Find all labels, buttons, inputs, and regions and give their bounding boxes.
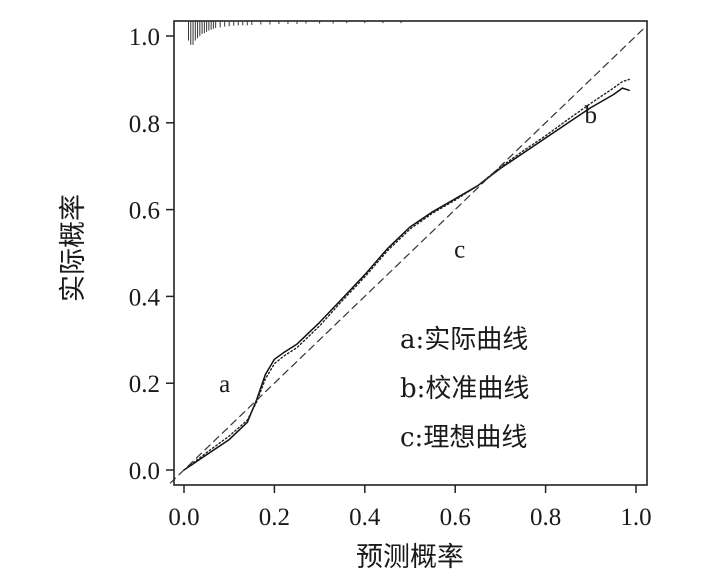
legend-item-c: c:理想曲线 <box>400 423 527 453</box>
y-tick-label-1: 0.2 <box>129 371 160 398</box>
plot-frame <box>173 20 648 486</box>
series-line-bias-corrected <box>183 78 630 471</box>
x-tick-label-1: 0.2 <box>259 504 290 531</box>
legend-item-b: b:校准曲线 <box>400 374 529 404</box>
legend: a:实际曲线 b:校准曲线 c:理想曲线 <box>400 325 529 453</box>
x-tick-label-0: 0.0 <box>168 504 199 531</box>
y-axis-title: 实际概率 <box>58 194 89 302</box>
x-tick-label-4: 0.8 <box>530 504 561 531</box>
rug-marks <box>188 21 402 45</box>
series-line-ideal <box>169 26 646 484</box>
legend-item-a: a:实际曲线 <box>400 325 528 355</box>
y-tick-label-0: 0.0 <box>129 458 160 485</box>
y-tick-label-3: 0.6 <box>129 198 160 225</box>
y-tick-label-5: 1.0 <box>129 24 160 51</box>
x-axis-title: 预测概率 <box>356 542 464 573</box>
x-tick-label-2: 0.4 <box>349 504 381 531</box>
curve-tag-c: c <box>454 236 465 263</box>
axes: 0.0 0.2 0.4 0.6 0.8 1.0 0.0 0.2 0.4 0.6 0.8 1.0 <box>129 24 652 531</box>
x-tick-label-3: 0.6 <box>440 504 471 531</box>
curve-tag-b: b <box>585 102 598 129</box>
curve-tags: a b c <box>219 102 597 398</box>
curve-tag-a: a <box>219 371 230 398</box>
y-tick-label-4: 0.8 <box>129 111 160 138</box>
series-line-apparent <box>183 87 630 471</box>
series-lines <box>169 26 646 484</box>
y-tick-label-2: 0.4 <box>129 284 161 311</box>
x-tick-label-5: 1.0 <box>620 504 651 531</box>
